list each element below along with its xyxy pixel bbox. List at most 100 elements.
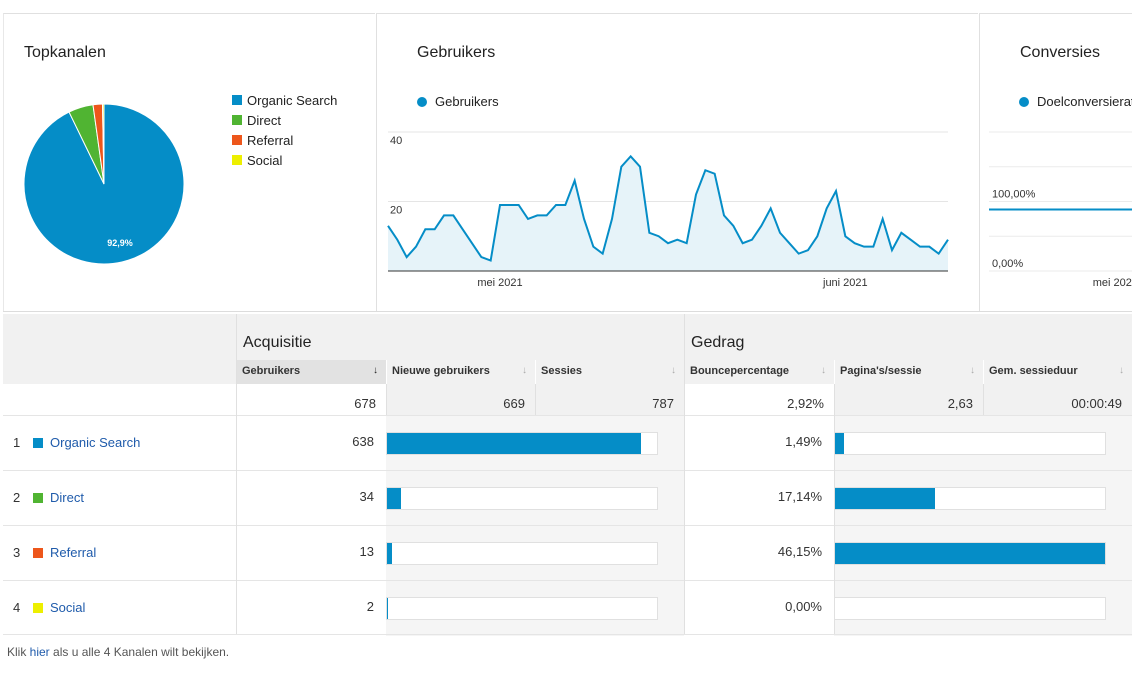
x-tick-label: mei 2021 — [1093, 277, 1132, 289]
sort-icon: ↓ — [970, 365, 975, 376]
channel-link[interactable]: Referral — [50, 545, 97, 560]
total-bouncepercentage: 2,92% — [684, 384, 834, 415]
col-head-paginas-sessie[interactable]: Pagina's/sessie ↓ — [834, 360, 983, 384]
conversies-card: Conversies Doelconversieratio 100,00% 0,0… — [979, 13, 1132, 312]
sort-desc-icon: ↓ — [373, 365, 378, 376]
gebruikers-bar — [386, 487, 658, 510]
cell-gebruikers-bar — [386, 526, 684, 581]
col-head-gem-sessieduur[interactable]: Gem. sessieduur ↓ — [983, 360, 1132, 384]
conversies-line-chart[interactable]: 100,00% 0,00% mei 2021 — [980, 114, 1132, 304]
col-head-nieuwe-gebruikers[interactable]: Nieuwe gebruikers ↓ — [386, 360, 535, 384]
topkanalen-pie-chart: 92,9% — [23, 103, 185, 265]
gebruikers-bar — [386, 597, 658, 620]
legend-swatch-icon — [232, 135, 242, 145]
bounce-bar-fill — [835, 543, 1105, 564]
footer-suffix: als u alle 4 Kanalen wilt bekijken. — [49, 645, 230, 659]
cell-gebruikers-bar — [386, 416, 684, 471]
gebruikers-series-legend[interactable]: Gebruikers — [417, 94, 499, 109]
legend-label: Organic Search — [247, 92, 338, 108]
cell-gebruikers: 2 — [366, 599, 374, 614]
group-acquisitie-label: Acquisitie — [243, 334, 312, 351]
total-nieuwe-gebruikers: 669 — [386, 384, 535, 415]
col-head-gebruikers[interactable]: Gebruikers ↓ — [236, 360, 386, 384]
legend-item-direct[interactable]: Direct — [232, 110, 337, 130]
col-head-bouncepercentage-label: Bouncepercentage — [690, 365, 790, 377]
group-acquisitie: Acquisitie — [236, 314, 684, 360]
col-head-spacer — [3, 360, 236, 384]
table-bottom-line — [3, 634, 1132, 635]
col-divider — [834, 415, 835, 635]
col-head-paginas-sessie-label: Pagina's/sessie — [840, 365, 922, 377]
series-area-fill — [388, 156, 948, 271]
channel-link[interactable]: Social — [50, 600, 86, 615]
gebruikers-bar-fill — [387, 433, 642, 454]
footer-link[interactable]: hier — [29, 645, 50, 659]
cell-bounce-bar — [834, 526, 1132, 581]
legend-label: Social — [247, 152, 283, 168]
gebruikers-bar — [386, 542, 658, 565]
cell-bounce-bar — [834, 416, 1132, 471]
row-index: 2 — [13, 490, 21, 505]
legend-swatch-icon — [232, 115, 242, 125]
col-head-sessies[interactable]: Sessies ↓ — [535, 360, 684, 384]
legend-label: Direct — [247, 112, 281, 128]
cell-gebruikers: 34 — [359, 489, 374, 504]
cell-gebruikers: 13 — [359, 544, 374, 559]
conversies-series-label: Doelconversieratio — [1037, 94, 1132, 109]
bounce-bar — [834, 542, 1106, 565]
conversies-title: Conversies — [1020, 44, 1101, 61]
series-line-gebruikers[interactable] — [387, 154, 949, 262]
cell-bouncepercentage: 46,15% — [777, 544, 822, 559]
pie-slice-social[interactable] — [101, 103, 105, 185]
conversies-series-legend[interactable]: Doelconversieratio — [1019, 94, 1132, 109]
row-channel: 3 Referral — [3, 526, 236, 581]
col-head-sessies-label: Sessies — [541, 365, 582, 377]
pie-slice-label: 92,9% — [107, 238, 133, 248]
col-head-bouncepercentage[interactable]: Bouncepercentage ↓ — [684, 360, 834, 384]
table-header-spacer — [3, 314, 236, 360]
gebruikers-bar-fill — [387, 598, 388, 619]
row-channel: 2 Direct — [3, 471, 236, 526]
cell-bouncepercentage: 1,49% — [785, 434, 822, 449]
cell-gebruikers: 638 — [352, 434, 374, 449]
topkanalen-card: Topkanalen 92,9% Organic Search Direct Ref… — [3, 13, 375, 312]
bounce-bar-fill — [835, 433, 844, 454]
group-gedrag-label: Gedrag — [691, 334, 745, 351]
cards-divider — [3, 311, 1132, 312]
row-channel: 4 Social — [3, 581, 236, 636]
row-channel: 1 Organic Search — [3, 416, 236, 471]
channel-swatch-icon — [33, 548, 43, 558]
col-divider — [684, 360, 685, 635]
sort-icon: ↓ — [821, 365, 826, 376]
channel-link[interactable]: Direct — [50, 490, 84, 505]
table-row: 3 Referral 13 46,15% — [3, 525, 1132, 581]
series-dot-icon — [417, 96, 427, 107]
gebruikers-card: Gebruikers Gebruikers 40 20 mei 2021 juni 2… — [376, 13, 978, 312]
total-sessies: 787 — [535, 384, 684, 415]
x-tick-label: juni 2021 — [822, 277, 868, 289]
bounce-bar — [834, 487, 1106, 510]
group-gedrag: Gedrag — [684, 314, 1132, 360]
legend-item-referral[interactable]: Referral — [232, 130, 337, 150]
totals-row: 678 669 787 2,92% 2,63 00:00:49 — [3, 384, 1132, 415]
row-index: 4 — [13, 600, 21, 615]
cell-bouncepercentage: 17,14% — [777, 489, 822, 504]
table-row: 2 Direct 34 17,14% — [3, 470, 1132, 526]
gebruikers-title: Gebruikers — [417, 44, 496, 61]
total-paginas-sessie: 2,63 — [834, 384, 983, 415]
legend-item-organic-search[interactable]: Organic Search — [232, 90, 337, 110]
y-tick-label: 20 — [390, 205, 402, 217]
row-index: 1 — [13, 435, 21, 450]
col-divider — [236, 360, 237, 635]
legend-item-social[interactable]: Social — [232, 150, 337, 170]
col-head-gebruikers-label: Gebruikers — [242, 365, 301, 377]
sort-icon: ↓ — [671, 365, 676, 376]
channel-swatch-icon — [33, 603, 43, 613]
table-row: 4 Social 2 0,00% — [3, 580, 1132, 636]
bounce-bar — [834, 432, 1106, 455]
gebruikers-area-chart[interactable]: 40 20 mei 2021 juni 2021 — [377, 114, 977, 304]
y-tick-label: 0,00% — [992, 258, 1023, 270]
cell-gebruikers-bar — [386, 581, 684, 636]
channel-link[interactable]: Organic Search — [50, 435, 141, 450]
gebruikers-bar-fill — [387, 543, 393, 564]
